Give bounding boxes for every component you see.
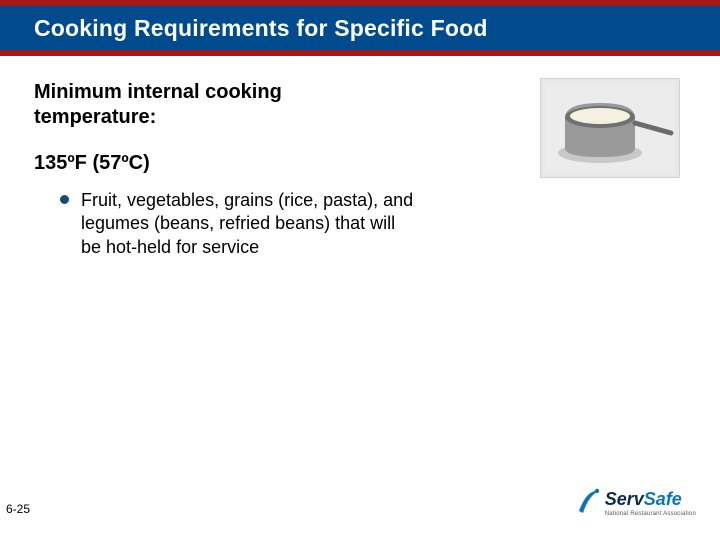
servsafe-logo: ServSafe National Restaurant Association (575, 485, 696, 522)
logo-swoosh-icon (575, 485, 601, 522)
content-area: Minimum internal cooking temperature: 13… (0, 56, 720, 259)
page-number: 6-25 (6, 502, 30, 516)
temperature-line: 135ºF (57ºC) (34, 152, 686, 175)
bullet-list: Fruit, vegetables, grains (rice, pasta),… (34, 189, 414, 259)
list-item: Fruit, vegetables, grains (rice, pasta),… (60, 189, 414, 259)
header-band: Cooking Requirements for Specific Food (0, 0, 720, 56)
bullet-icon (60, 195, 69, 204)
logo-safe-text: Safe (644, 489, 682, 509)
subheading: Minimum internal cooking temperature: (34, 80, 354, 130)
logo-serv-text: Serv (605, 489, 644, 509)
slide-title: Cooking Requirements for Specific Food (0, 15, 488, 42)
blue-title-bar: Cooking Requirements for Specific Food (0, 6, 720, 50)
logo-subtext: National Restaurant Association (605, 511, 696, 517)
bullet-text: Fruit, vegetables, grains (rice, pasta),… (81, 189, 414, 259)
